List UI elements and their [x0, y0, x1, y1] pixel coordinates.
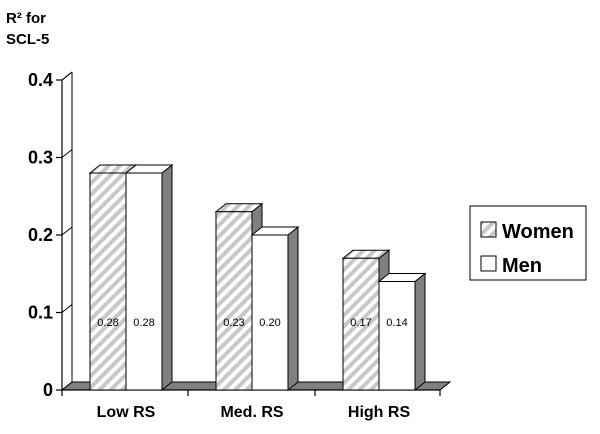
y-tick-depth-line	[61, 226, 73, 236]
bar-women-1	[89, 172, 127, 391]
data-label: 0.17	[350, 317, 371, 329]
data-label: 0.20	[259, 317, 280, 329]
bar-women-3	[342, 257, 380, 391]
category-label: Low RS	[97, 404, 156, 421]
bar-men-1	[125, 172, 163, 391]
y-tick-label: 0.3	[28, 148, 53, 168]
y-tick-label: 0.2	[28, 225, 53, 245]
y-tick-depth-line	[61, 304, 73, 313]
data-label: 0.28	[97, 317, 118, 329]
legend-label-women: Women	[502, 221, 574, 243]
bar-side	[287, 225, 299, 392]
legend-label-men: Men	[502, 255, 542, 277]
legend-swatch-men	[480, 255, 497, 272]
bar-men-2	[251, 234, 289, 391]
y-tick-depth-line	[61, 71, 73, 81]
category-label: Med. RS	[220, 404, 283, 421]
bar-men-3	[378, 281, 416, 391]
y-tick-label: 0.4	[28, 70, 53, 90]
y-tick-depth-line	[61, 149, 73, 158]
bars: 0.28 0.28 0.23 0.20 0.17 0.14	[88, 163, 427, 392]
category-label: High RS	[348, 404, 411, 421]
bar-side	[414, 272, 426, 392]
y-axis-title: R² for SCL-5	[6, 10, 49, 48]
data-label: 0.28	[133, 317, 154, 329]
data-label: 0.23	[223, 317, 244, 329]
legend-swatch-women	[480, 221, 497, 238]
data-label: 0.14	[386, 317, 407, 329]
y-tick-label: 0.1	[28, 303, 53, 323]
legend: Women Men	[469, 205, 587, 281]
y-axis-title-line-1: R² for	[6, 10, 46, 27]
y-axis-title-line-2: SCL-5	[6, 31, 49, 48]
y-tick-label: 0	[43, 380, 53, 400]
category-labels: Low RS Med. RS High RS	[97, 404, 411, 421]
y-tick-labels: 0 0.1 0.2 0.3 0.4	[28, 70, 53, 400]
bar-women-2	[215, 211, 253, 391]
bar-side	[161, 163, 173, 392]
